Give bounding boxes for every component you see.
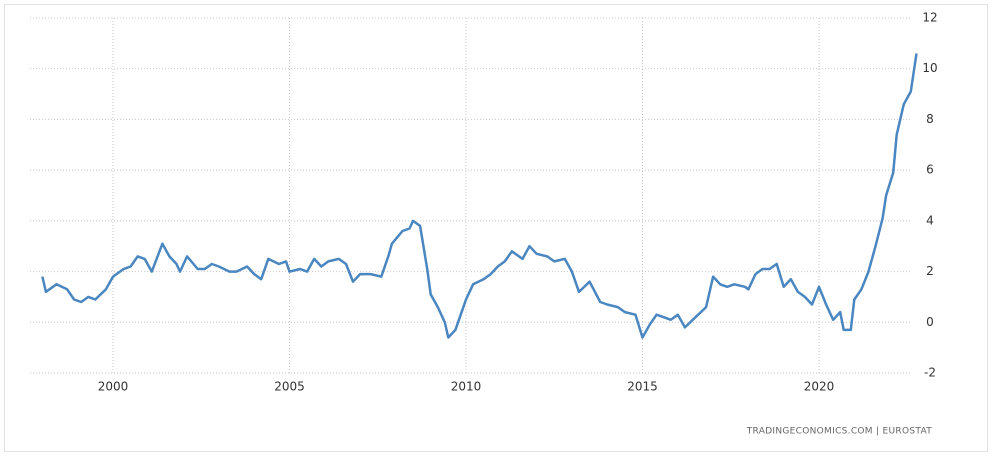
x-tick-label: 2015: [627, 380, 658, 394]
x-tick-label: 2000: [98, 380, 129, 394]
x-tick-label: 2005: [274, 380, 305, 394]
x-tick-label: 2020: [804, 380, 835, 394]
y-tick-label: 10: [922, 61, 937, 75]
y-tick-label: 2: [926, 264, 934, 278]
y-tick-label: -2: [924, 366, 936, 380]
y-tick-label: 0: [926, 315, 934, 329]
y-tick-label: 12: [922, 11, 937, 25]
x-tick-label: 2010: [451, 380, 482, 394]
source: TRADINGECONOMICS.COM | EUROSTAT: [746, 427, 932, 437]
frame: [4, 4, 988, 452]
data-line: [41, 53, 918, 339]
y-tick-label: 8: [926, 112, 934, 126]
y-tick-label: 6: [926, 163, 934, 177]
y-tick-label: 4: [926, 213, 934, 227]
